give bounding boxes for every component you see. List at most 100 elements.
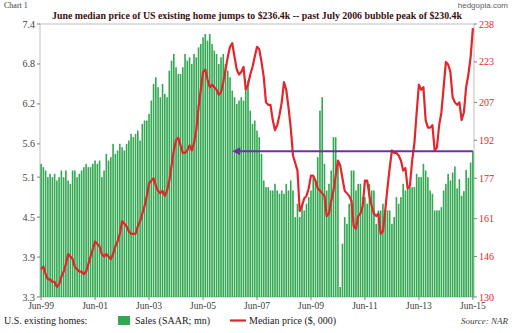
sales-bar <box>470 162 472 297</box>
sales-bar <box>301 204 303 297</box>
sales-bar <box>261 154 263 297</box>
chart-label: Chart 1 <box>4 1 28 10</box>
sales-bar <box>74 170 76 297</box>
x-tick-label: Jun-01 <box>82 301 108 311</box>
sales-bar <box>306 204 308 297</box>
sales-bar <box>227 71 229 297</box>
sales-bar <box>436 210 438 297</box>
legend-label: Median price ($, 000) <box>249 315 336 327</box>
sales-bar <box>243 101 245 297</box>
sales-bar <box>67 180 69 297</box>
sales-bar <box>312 177 314 297</box>
sales-bar <box>452 172 454 297</box>
sales-bar <box>54 174 56 297</box>
sales-bar <box>186 61 188 297</box>
sales-bar <box>308 197 310 297</box>
sales-bar <box>443 190 445 297</box>
sales-bar <box>148 114 150 297</box>
sales-bar <box>231 91 233 297</box>
y2-tick-label: 161 <box>479 213 494 224</box>
sales-bar <box>238 101 240 297</box>
y2-tick <box>474 178 477 179</box>
x-tick <box>95 297 96 300</box>
sales-bar <box>441 207 443 297</box>
sales-bar <box>240 97 242 297</box>
sales-bar <box>119 144 121 297</box>
y-tick <box>37 24 40 25</box>
legend-title: U.S. existing homes: <box>4 315 87 326</box>
sales-bar <box>461 196 463 297</box>
sales-bar <box>209 34 211 297</box>
y-tick <box>37 217 40 218</box>
sales-bar <box>355 190 357 297</box>
y2-tick-label: 177 <box>479 173 494 184</box>
sales-bar <box>281 190 283 297</box>
y-tick-label: 5.6 <box>23 138 36 149</box>
sales-bar <box>236 104 238 297</box>
sales-bar <box>407 187 409 297</box>
sales-bar <box>106 154 108 297</box>
x-tick-label: Jun-13 <box>406 301 432 311</box>
sales-bar <box>339 287 341 297</box>
sales-bar <box>299 217 301 297</box>
y2-tick <box>474 102 477 103</box>
sales-bar <box>285 184 287 297</box>
sales-bar <box>110 157 112 297</box>
x-tick-label: Jun-11 <box>352 301 378 311</box>
sales-bar <box>128 141 130 297</box>
y-tick-label: 5.1 <box>23 172 36 183</box>
sales-bar <box>222 54 224 297</box>
sales-bar <box>303 210 305 297</box>
sales-bar <box>447 174 449 297</box>
sales-bar <box>270 190 272 297</box>
sales-bar <box>438 210 440 297</box>
price-line <box>41 28 473 287</box>
plot-area <box>40 28 473 297</box>
arrow-line <box>238 150 473 152</box>
sales-bar <box>391 224 393 297</box>
x-tick <box>149 297 150 300</box>
sales-bar <box>79 174 81 297</box>
sales-bar <box>409 187 411 297</box>
sales-bar <box>459 179 461 297</box>
sales-bar <box>43 167 45 297</box>
sales-bar <box>72 170 74 297</box>
sales-bar <box>290 180 292 297</box>
x-tick-label: Jun-05 <box>190 301 216 311</box>
sales-bar <box>387 210 389 297</box>
y-tick-label: 6.8 <box>23 58 36 69</box>
sales-bar <box>319 111 321 297</box>
sales-bar <box>272 190 274 297</box>
sales-bar <box>418 177 420 297</box>
sales-bar <box>288 190 290 297</box>
sales-bar <box>83 167 85 297</box>
sales-bar <box>357 184 359 297</box>
sales-bar <box>184 54 186 297</box>
sales-bar <box>225 64 227 297</box>
sales-bar <box>405 190 407 297</box>
sales-bar <box>146 121 148 297</box>
y-tick <box>37 143 40 144</box>
sales-bar <box>344 217 346 297</box>
y-tick <box>37 257 40 258</box>
sales-bar <box>279 194 281 297</box>
sales-bar <box>65 170 67 297</box>
x-tick <box>41 297 42 300</box>
y-tick <box>37 297 40 298</box>
sales-bar <box>211 44 213 297</box>
sales-bar <box>85 164 87 297</box>
sales-bar <box>117 151 119 297</box>
y2-tick <box>474 218 477 219</box>
sales-bar <box>402 184 404 297</box>
background <box>0 0 512 333</box>
sales-bar <box>198 47 200 297</box>
sales-bar <box>90 167 92 297</box>
sales-bar <box>159 97 161 297</box>
sales-bar <box>267 187 269 297</box>
sales-bar <box>70 184 72 297</box>
sales-bar <box>81 170 83 297</box>
sales-bar <box>396 197 398 297</box>
y2-tick-label: 146 <box>479 251 494 262</box>
sales-bar <box>52 177 54 297</box>
sales-bar <box>175 67 177 297</box>
